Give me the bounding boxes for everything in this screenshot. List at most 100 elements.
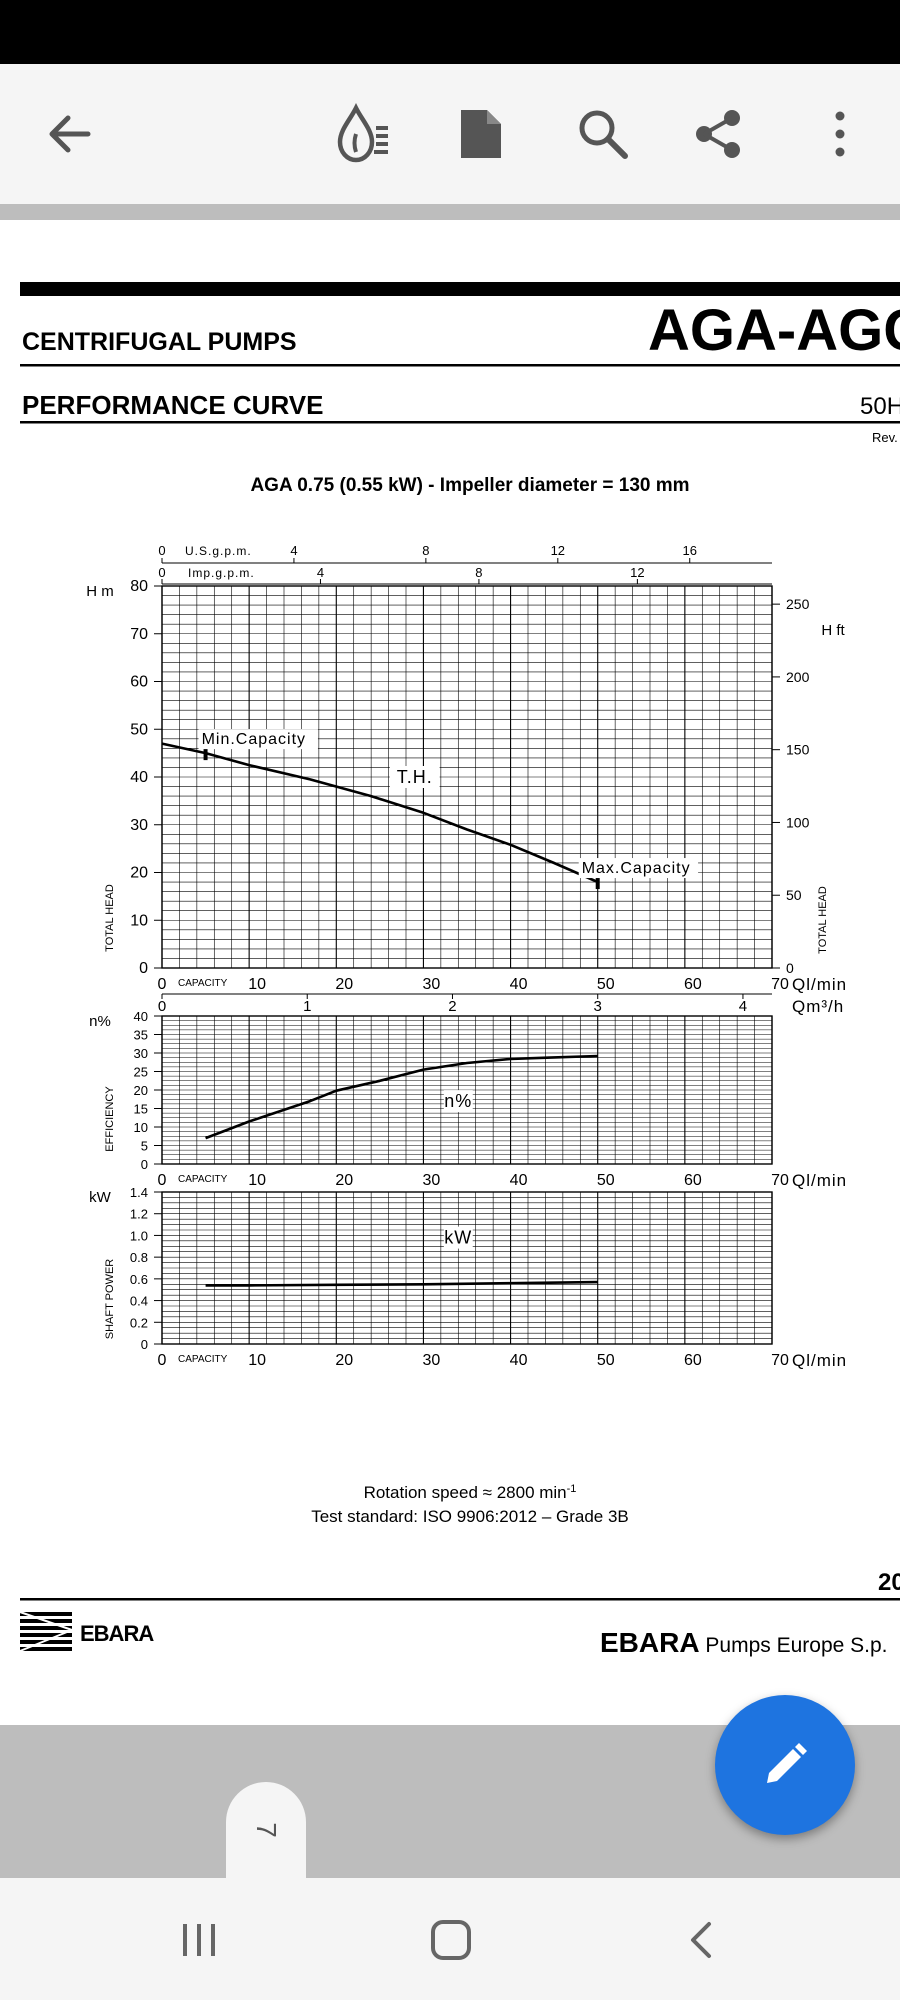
x-tick-label: 70 [771,1172,789,1189]
y-tick-label: 80 [130,578,148,595]
y-right-tick-label: 150 [786,742,810,758]
x-tick-label: 40 [510,1172,528,1189]
edit-fab[interactable] [715,1695,855,1835]
top-axis-2-tick-label: 0 [158,565,165,580]
y-axis-title: SHAFT POWER [104,1259,116,1340]
section-title: CENTRIFUGAL PUMPS [22,328,297,356]
system-nav-bar [0,1878,900,2000]
top-axis-1-tick-label: 12 [551,543,565,558]
top-axis-1-tick-label: 16 [683,543,697,558]
y-tick-label: 40 [134,1009,148,1024]
x-unit-label: Ql/min [792,1171,847,1190]
recent-apps-icon[interactable] [154,1900,244,1980]
status-bar [0,0,900,64]
more-vert-icon[interactable] [802,96,878,172]
x-tick-label: 50 [597,1172,615,1189]
y-right-tick-label: 200 [786,669,810,685]
ink-drop-icon[interactable] [324,96,400,172]
y-tick-label: 0.4 [130,1294,148,1309]
top-axis-2-tick-label: 8 [475,565,482,580]
x-tick-label: 20 [335,1172,353,1189]
series-line [205,1280,598,1287]
power-chart: 0 0.2 0.4 0.6 0.8 1.0 1.2 1.4 0 10 20 30 40 50 60 70 CAP… [89,1185,847,1370]
y-tick-label: 25 [134,1065,148,1080]
document-page[interactable]: CENTRIFUGAL PUMPS AGA-AGC PERFORMANCE CU… [0,220,900,1725]
x-tick-label: 10 [248,1352,266,1369]
back-icon[interactable] [656,1900,746,1980]
x-tick-label: 0 [158,976,167,993]
x-axis-label: CAPACITY [178,1354,228,1365]
annotation-label: n% [444,1091,472,1111]
y-tick-label: 0.2 [130,1315,148,1330]
search-icon[interactable] [565,96,641,172]
x-tick-label: 30 [423,976,441,993]
x-axis-label: CAPACITY [178,978,228,989]
annotation-bg [198,729,318,750]
x-tick-label: 70 [771,976,789,993]
frequency-label: 50Hz [860,393,900,420]
test-standard: Test standard: ISO 9906:2012 – Grade 3B [311,1507,629,1526]
y-unit-label: H m [86,583,114,600]
x-tick-label: 0 [158,1352,167,1369]
model-code: AGA-AGC [648,298,900,363]
y-tick-label: 30 [134,1046,148,1061]
annotation-bg [443,1090,473,1113]
y-tick-label: 1.0 [130,1228,148,1243]
series-line [161,742,599,884]
rotation-speed: Rotation speed ≈ 2800 min-1 [364,1483,577,1502]
x-tick-label: 50 [597,976,615,993]
x-tick-label: 30 [423,1352,441,1369]
bottom-axis-2-tick-label: 3 [594,998,602,1015]
viewer-toolbar [0,64,900,204]
y-unit-label: kW [89,1189,112,1206]
top-axis-1-tick-label: 0 [158,543,165,558]
efficiency-chart: 0 5 10 15 20 25 30 35 40 0 10 20 30 40 50 60 70 CAPACITY Q… [89,1009,847,1190]
y-tick-label: 10 [130,912,148,929]
chart-caption: AGA 0.75 (0.55 kW) - Impeller diameter =… [250,475,689,496]
document-icon[interactable] [443,96,519,172]
x-tick-label: 10 [248,1172,266,1189]
y-right-tick-label: 0 [786,960,794,976]
x-tick-label: 20 [335,1352,353,1369]
y-tick-label: 0 [139,960,148,977]
x-tick-label: 60 [684,976,702,993]
annotation-bg [443,1226,473,1249]
ebara-logo-icon: EBARA [19,1611,155,1652]
y-axis-title: EFFICIENCY [104,1086,116,1152]
back-arrow-icon[interactable] [32,96,108,172]
x-unit-label: Ql/min [792,1351,847,1370]
y-right-unit-label: H ft [821,622,845,639]
company-name: EBARA Pumps Europe S.p. [600,1627,888,1658]
y-tick-label: 5 [141,1139,148,1154]
x-tick-label: 10 [248,976,266,993]
y-right-tick-label: 250 [786,596,810,612]
y-tick-label: 0 [141,1157,148,1172]
y-right-tick-label: 50 [786,887,802,903]
x-tick-label: 30 [423,1172,441,1189]
y-tick-label: 70 [130,626,148,643]
x-tick-label: 40 [510,1352,528,1369]
annotation-label: Min.Capacity [202,731,306,748]
top-axis-2-label: Imp.g.p.m. [188,566,255,580]
x-tick-label: 20 [335,976,353,993]
x-axis-label: CAPACITY [178,1174,228,1185]
page-indicator[interactable]: 7 [226,1782,306,1878]
y-tick-label: 20 [130,865,148,882]
y-tick-label: 35 [134,1028,148,1043]
top-axis-2-tick-label: 12 [630,565,644,580]
home-icon[interactable] [406,1900,496,1980]
page-code: 20 [878,1569,900,1596]
y-tick-label: 0.6 [130,1272,148,1287]
annotation-bg [578,858,699,879]
y-tick-label: 30 [130,817,148,834]
top-axis-1-tick-label: 8 [422,543,429,558]
x-tick-label: 0 [158,1172,167,1189]
share-icon[interactable] [680,96,756,172]
rev-label: Rev. [872,430,898,445]
x-tick-label: 70 [771,1352,789,1369]
logo-text: EBARA [80,1621,154,1646]
y-right-tick-label: 100 [786,814,810,830]
x-tick-label: 60 [684,1172,702,1189]
bottom-axis-2-tick-label: 4 [739,998,747,1015]
